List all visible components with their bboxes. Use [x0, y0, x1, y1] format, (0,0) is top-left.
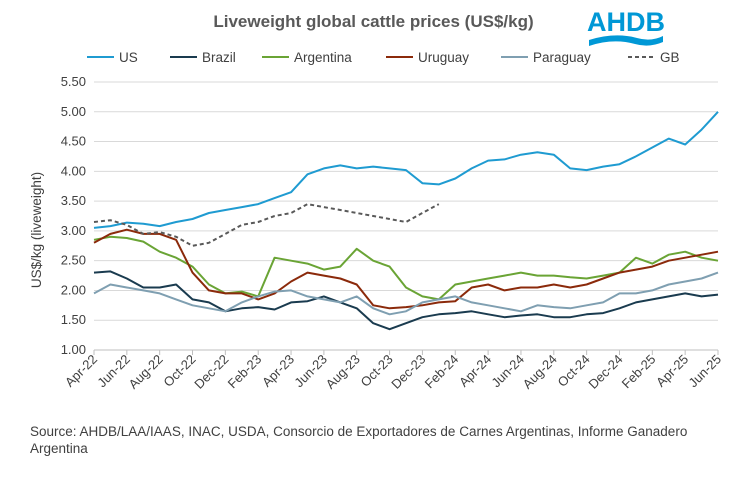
y-tick-label: 1.00: [61, 342, 86, 357]
x-axis-ticks: Apr-22Jun-22Aug-22Oct-22Dec-22Feb-23Apr-…: [62, 350, 724, 392]
x-tick-label: Jun-25: [685, 352, 724, 391]
legend-label-argentina: Argentina: [294, 50, 352, 65]
chart-area: US Brazil Argentina Uruguay Paraguay GB 1.001…: [29, 50, 724, 392]
x-tick-label: Aug-22: [126, 352, 166, 392]
x-tick-label: Apr-23: [259, 352, 297, 390]
y-axis-label: US$/kg (liveweight): [29, 172, 44, 288]
chart-title: Liveweight global cattle prices (US$/kg): [213, 12, 534, 31]
series-line-brazil: [93, 270, 719, 331]
legend-label-gb: GB: [660, 50, 680, 65]
legend-label-uruguay: Uruguay: [418, 50, 469, 65]
series-line-us: [93, 111, 719, 229]
y-tick-label: 5.00: [61, 104, 86, 119]
y-tick-label: 2.50: [61, 253, 86, 268]
x-tick-label: Dec-24: [585, 352, 625, 392]
series-line-uruguay: [93, 228, 719, 310]
gridlines: [94, 81, 718, 351]
x-tick-label: Apr-22: [62, 352, 100, 390]
series-line-paraguay: [93, 271, 719, 316]
x-tick-label: Aug-23: [323, 352, 363, 392]
x-tick-label: Jun-22: [94, 352, 133, 391]
legend-label-us: US: [119, 50, 138, 65]
x-tick-label: Aug-24: [520, 352, 560, 392]
series-lines: [93, 111, 719, 331]
x-tick-label: Apr-25: [653, 352, 691, 390]
series-line-gb: [93, 203, 440, 247]
x-tick-label: Jun-24: [488, 352, 527, 391]
x-tick-label: Apr-24: [456, 352, 494, 390]
ahdb-logo: AHDB: [585, 4, 667, 54]
legend-label-brazil: Brazil: [202, 50, 236, 65]
logo-text: AHDB: [587, 7, 665, 37]
x-tick-label: Feb-23: [225, 352, 265, 392]
y-tick-label: 4.00: [61, 163, 86, 178]
x-tick-label: Dec-23: [388, 352, 428, 392]
y-tick-label: 2.00: [61, 282, 86, 297]
x-tick-label: Feb-24: [422, 352, 462, 392]
x-tick-label: Feb-25: [619, 352, 659, 392]
y-tick-label: 3.00: [61, 223, 86, 238]
y-tick-label: 5.50: [61, 74, 86, 89]
legend: US Brazil Argentina Uruguay Paraguay GB: [87, 50, 680, 65]
x-tick-label: Jun-23: [291, 352, 330, 391]
y-tick-label: 3.50: [61, 193, 86, 208]
y-tick-label: 1.50: [61, 312, 86, 327]
x-tick-label: Dec-22: [191, 352, 231, 392]
logo-swoosh: [589, 35, 663, 46]
y-tick-label: 4.50: [61, 134, 86, 149]
source-note: Source: AHDB/LAA/IAAS, INAC, USDA, Conso…: [30, 424, 688, 456]
legend-label-paraguay: Paraguay: [533, 50, 591, 65]
y-axis-ticks: 1.00 1.50 2.00 2.50 3.00 3.50 4.00 4.50 5.00 5.50: [61, 74, 86, 357]
